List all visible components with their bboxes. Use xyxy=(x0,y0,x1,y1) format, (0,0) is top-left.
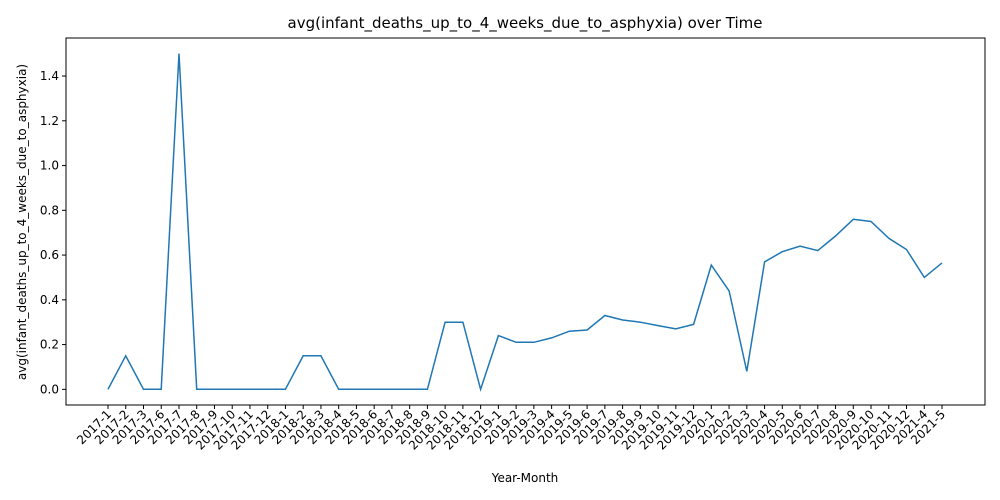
x-axis-label: Year-Month xyxy=(491,471,559,485)
chart-title: avg(infant_deaths_up_to_4_weeks_due_to_a… xyxy=(288,14,763,33)
y-tick-label: 0.0 xyxy=(40,382,59,396)
y-tick-label: 1.2 xyxy=(40,114,59,128)
y-tick-label: 1.0 xyxy=(40,159,59,173)
y-tick-label: 0.4 xyxy=(40,293,59,307)
plot-frame xyxy=(65,37,986,406)
x-axis: 2017-12017-22017-32017-62017-72017-82017… xyxy=(74,405,948,453)
y-axis: 0.0 0.2 0.4 0.6 0.8 1.0 1.2 1.4 xyxy=(40,69,66,396)
y-axis-label: avg(infant_deaths_up_to_4_weeks_due_to_a… xyxy=(15,64,29,380)
series-line xyxy=(107,53,943,392)
y-tick-label: 0.2 xyxy=(40,338,59,352)
y-tick-label: 1.4 xyxy=(40,69,59,83)
y-tick-label: 0.8 xyxy=(40,203,59,217)
y-tick-label: 0.6 xyxy=(40,248,59,262)
